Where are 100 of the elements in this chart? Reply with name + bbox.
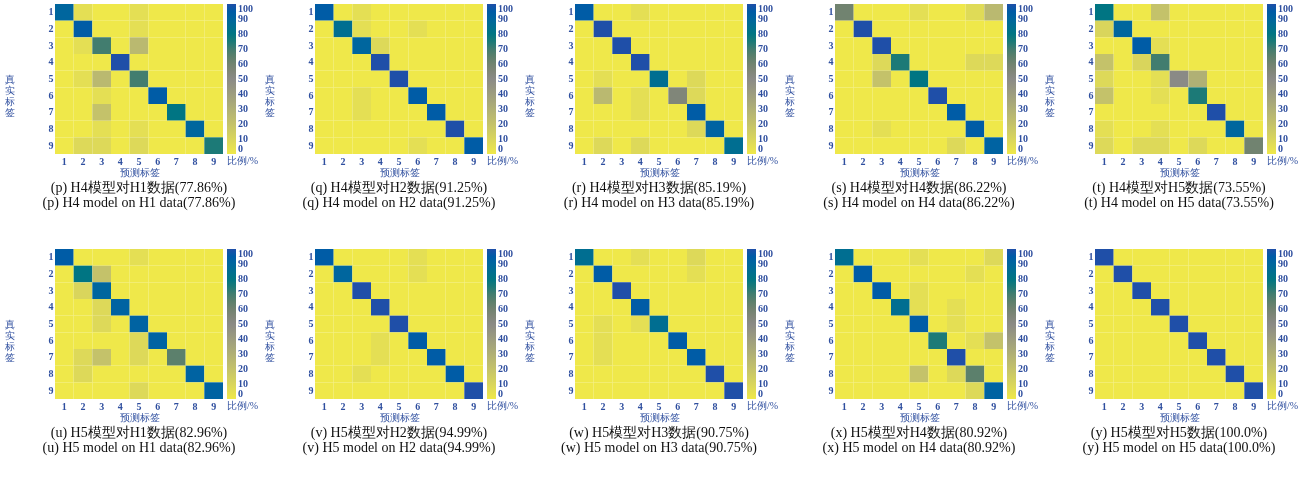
color-bar-label: 0	[758, 388, 763, 399]
color-bar-label: 90	[1018, 258, 1028, 269]
text: (t) H4 model on H5 data(73.55%)	[1084, 195, 1275, 211]
color-bar-label: 90	[1018, 13, 1028, 24]
color-bar-label: 20	[498, 118, 508, 129]
y-tick-label: 3	[308, 284, 314, 296]
y-tick-label: 8	[568, 123, 574, 134]
y-tick-label: 8	[308, 368, 314, 379]
color-bar-label: 40	[1018, 333, 1028, 344]
y-tick-label: 3	[1088, 284, 1094, 296]
color-bar-label: 20	[1018, 363, 1028, 374]
x-tick-label: 1	[841, 400, 847, 412]
x-tick-label: 8	[972, 155, 978, 167]
color-bar-label: 10	[1018, 133, 1028, 144]
text: (x) H5模型对H4数据(80.92%)	[830, 425, 1008, 441]
y-tick-label: 2	[1088, 23, 1094, 34]
y-tick-label: 9	[48, 139, 54, 151]
y-axis-title: 真实标签	[3, 73, 15, 118]
color-bar-label: 70	[758, 43, 768, 54]
x-axis-title: 预测标签	[379, 411, 420, 423]
x-tick-label: 7	[433, 400, 439, 412]
y-tick-label: 6	[308, 89, 314, 101]
y-tick-label: 5	[828, 73, 834, 84]
y-tick-label: 6	[308, 334, 314, 346]
color-bar-label: 50	[1018, 318, 1028, 329]
x-tick-label: 6	[675, 155, 681, 167]
y-tick-label: 7	[48, 106, 54, 118]
x-tick-label: 7	[173, 400, 179, 412]
y-tick-label: 8	[828, 123, 834, 134]
x-tick-label: 9	[471, 155, 477, 167]
y-tick-label: 1	[1088, 6, 1094, 18]
color-bar-label: 40	[1278, 88, 1288, 99]
x-tick-label: 7	[433, 155, 439, 167]
x-tick-label: 6	[1195, 155, 1201, 167]
color-bar-label: 100	[238, 3, 253, 14]
y-axis-title: 真实标签	[783, 73, 795, 118]
y-axis-title: 真实标签	[523, 73, 535, 118]
x-tick-label: 5	[136, 155, 142, 167]
color-bar-label: 20	[1278, 118, 1288, 129]
y-tick-label: 1	[308, 6, 314, 18]
color-bar-title: 比例/%	[1007, 400, 1039, 411]
x-tick-label: 2	[860, 400, 866, 412]
color-bar-label: 100	[1018, 3, 1033, 14]
color-bar-label: 0	[1278, 388, 1283, 399]
y-tick-label: 1	[828, 251, 834, 263]
y-tick-label: 4	[308, 56, 314, 68]
color-bar-label: 10	[1278, 378, 1288, 389]
y-tick-label: 7	[828, 106, 834, 118]
color-bar-label: 0	[1278, 143, 1283, 154]
color-bar-label: 70	[1278, 288, 1288, 299]
color-bar-label: 40	[238, 88, 248, 99]
x-tick-label: 7	[173, 155, 179, 167]
text: (y) H5模型对H5数据(100.0%)	[1090, 425, 1268, 441]
y-tick-label: 8	[828, 368, 834, 379]
y-tick-label: 3	[48, 39, 54, 51]
text: (y) H5 model on H5 data(100.0%)	[1082, 440, 1276, 456]
x-tick-label: 9	[471, 400, 477, 412]
x-tick-label: 3	[99, 400, 105, 412]
y-tick-label: 5	[48, 73, 54, 84]
y-tick-label: 6	[568, 334, 574, 346]
y-tick-label: 3	[308, 39, 314, 51]
color-bar-label: 20	[1278, 363, 1288, 374]
x-tick-label: 1	[61, 400, 67, 412]
y-tick-label: 4	[1088, 56, 1094, 68]
x-tick-label: 9	[211, 400, 217, 412]
x-tick-label: 1	[321, 155, 327, 167]
color-bar-label: 60	[238, 303, 248, 314]
color-bar-label: 0	[498, 388, 503, 399]
x-tick-label: 1	[321, 400, 327, 412]
y-tick-label: 2	[308, 268, 314, 279]
x-tick-label: 5	[1176, 155, 1182, 167]
color-bar-label: 60	[1278, 303, 1288, 314]
color-bar-label: 50	[498, 318, 508, 329]
text: (w) H5模型对H3数据(90.75%)	[569, 425, 750, 441]
x-axis-title: 预测标签	[119, 411, 160, 423]
x-tick-label: 6	[1195, 400, 1201, 412]
text: (p) H4 model on H1 data(77.86%)	[42, 195, 236, 211]
x-tick-label: 5	[916, 155, 922, 167]
color-bar-label: 30	[498, 348, 508, 359]
color-bar-label: 20	[498, 363, 508, 374]
x-tick-label: 3	[99, 155, 105, 167]
color-bar-label: 50	[1018, 73, 1028, 84]
y-tick-label: 4	[828, 56, 834, 68]
color-bar-label: 60	[498, 58, 508, 69]
x-axis-title: 预测标签	[119, 166, 160, 178]
x-tick-label: 2	[1120, 155, 1126, 167]
color-bar-label: 30	[1018, 103, 1028, 114]
color-bar-label: 100	[498, 248, 513, 259]
y-tick-label: 6	[48, 89, 54, 101]
color-bar-label: 80	[1278, 273, 1288, 284]
color-bar-label: 0	[1018, 388, 1023, 399]
text: (s) H4 model on H4 data(86.22%)	[823, 195, 1015, 211]
color-bar-label: 70	[498, 43, 508, 54]
x-tick-label: 2	[860, 155, 866, 167]
x-tick-label: 4	[117, 400, 123, 412]
y-tick-label: 5	[308, 73, 314, 84]
x-tick-label: 3	[359, 400, 365, 412]
color-bar-label: 0	[1018, 143, 1023, 154]
y-tick-label: 1	[308, 251, 314, 263]
x-tick-label: 8	[972, 400, 978, 412]
